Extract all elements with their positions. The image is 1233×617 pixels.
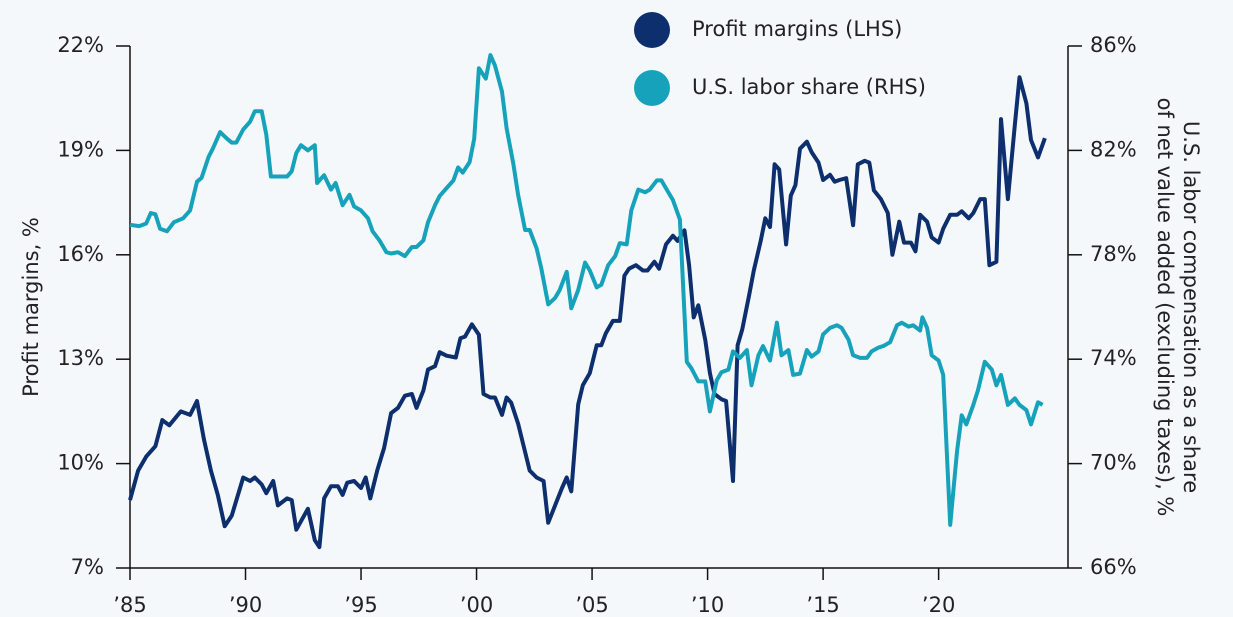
legend-marker [634, 12, 670, 48]
y-tick-label: 10% [57, 451, 104, 475]
x-tick-label: ’00 [460, 593, 493, 617]
y-tick-label: 7% [71, 555, 104, 579]
y2-tick-label: 70% [1090, 451, 1137, 475]
x-tick-label: ’05 [575, 593, 608, 617]
x-tick-label: ’10 [691, 593, 724, 617]
legend-label: U.S. labor share (RHS) [692, 75, 926, 99]
y2-tick-label: 82% [1090, 137, 1137, 161]
y-tick-label: 19% [57, 137, 104, 161]
x-tick-label: ’90 [229, 593, 262, 617]
x-tick-label: ’20 [922, 593, 955, 617]
x-tick-label: ’15 [806, 593, 839, 617]
y2-axis-label: U.S. labor compensation as a share [1179, 121, 1203, 493]
y-tick-label: 22% [57, 33, 104, 57]
y2-tick-label: 86% [1090, 33, 1137, 57]
line-series [129, 53, 1044, 527]
y-tick-label: 13% [57, 346, 104, 370]
y2-tick-label: 74% [1090, 346, 1137, 370]
x-tick-label: ’85 [113, 593, 146, 617]
legend-label: Profit margins (LHS) [692, 17, 902, 41]
y2-tick-label: 78% [1090, 242, 1137, 266]
y-tick-label: 16% [57, 242, 104, 266]
line-series [128, 75, 1047, 550]
y2-tick-label: 66% [1090, 555, 1137, 579]
x-tick-label: ’95 [344, 593, 377, 617]
y-axis-label: Profit margins, % [19, 217, 43, 397]
y2-axis-label: of net value added (excluding taxes), % [1153, 98, 1177, 517]
legend-marker [634, 70, 670, 106]
